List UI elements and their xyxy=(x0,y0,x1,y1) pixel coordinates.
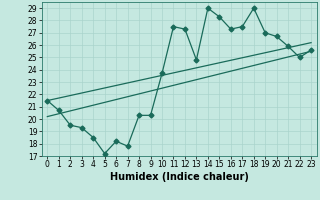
X-axis label: Humidex (Indice chaleur): Humidex (Indice chaleur) xyxy=(110,172,249,182)
